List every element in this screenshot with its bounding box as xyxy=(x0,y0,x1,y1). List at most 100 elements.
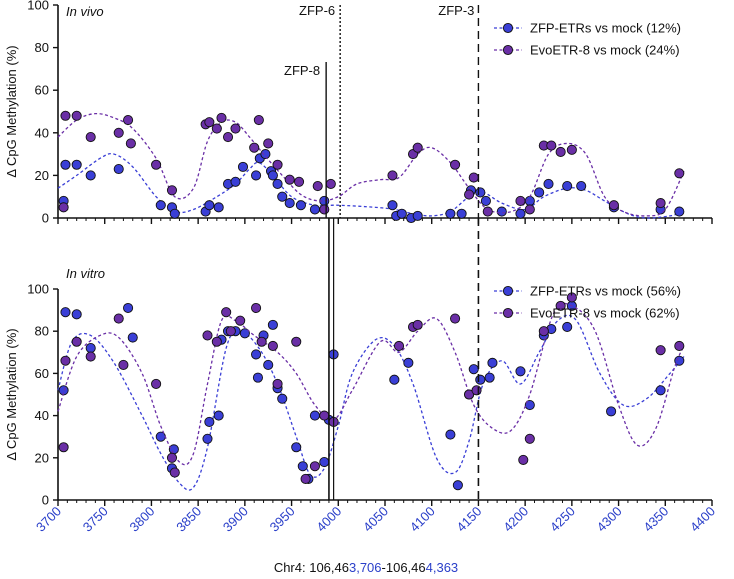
point-evoetr-8 xyxy=(267,340,278,352)
point-zfp-etrs xyxy=(412,210,423,221)
annotation-label: ZFP-6 xyxy=(299,3,335,18)
x-tick-label: 4000 xyxy=(313,504,344,535)
legend-marker xyxy=(502,44,514,56)
y-axis-label: Δ CpG Methylation (%) xyxy=(4,328,19,460)
point-evoetr-8 xyxy=(468,172,479,183)
point-evoetr-8 xyxy=(166,452,178,463)
y-tick-label: 20 xyxy=(35,168,49,183)
point-evoetr-8 xyxy=(518,454,529,465)
point-zfp-etrs xyxy=(113,163,124,175)
x-tick-label: 4250 xyxy=(547,504,578,535)
point-zfp-etrs xyxy=(213,202,224,213)
x-tick-label: 4050 xyxy=(360,504,391,535)
point-evoetr-8 xyxy=(546,140,557,151)
point-zfp-etrs xyxy=(606,406,617,417)
point-zfp-etrs xyxy=(169,208,180,219)
point-zfp-etrs xyxy=(239,328,250,339)
x-tick-label: 3950 xyxy=(267,504,298,535)
point-evoetr-8 xyxy=(169,467,180,478)
point-zfp-etrs xyxy=(272,178,283,189)
point-evoetr-8 xyxy=(216,112,227,123)
legend-entry: ZFP-ETRs vs mock (12%) xyxy=(530,21,681,36)
point-zfp-etrs xyxy=(277,191,288,202)
point-evoetr-8 xyxy=(566,144,577,155)
x-tick-label: 3800 xyxy=(126,504,157,535)
point-evoetr-8 xyxy=(538,326,549,337)
legend-marker xyxy=(502,307,514,319)
point-zfp-etrs xyxy=(452,480,463,491)
point-zfp-etrs xyxy=(445,208,456,219)
y-tick-label: 40 xyxy=(35,408,49,423)
point-zfp-etrs xyxy=(534,187,545,198)
point-evoetr-8 xyxy=(235,315,246,326)
point-evoetr-8 xyxy=(222,132,234,143)
point-evoetr-8 xyxy=(555,146,566,158)
point-evoetr-8 xyxy=(60,355,71,366)
point-evoetr-8 xyxy=(118,359,129,371)
point-evoetr-8 xyxy=(58,202,69,213)
point-zfp-etrs xyxy=(263,359,274,371)
point-zfp-etrs xyxy=(252,372,263,383)
point-zfp-etrs xyxy=(309,410,320,421)
point-evoetr-8 xyxy=(253,114,264,126)
point-zfp-etrs xyxy=(396,208,407,219)
point-zfp-etrs xyxy=(71,309,82,320)
legend-entry: ZFP-ETRs vs mock (56%) xyxy=(530,284,681,299)
point-zfp-etrs xyxy=(524,399,535,411)
point-evoetr-8 xyxy=(256,336,267,347)
point-evoetr-8 xyxy=(291,336,302,347)
x-title-part: Chr4: 106,46 xyxy=(274,560,349,575)
x-tick-label: 3850 xyxy=(173,504,204,535)
panel-in-vitro: 0 20 40 60 80 100 3700 3750 3800 3850 3900 3950 4000… xyxy=(4,266,718,535)
point-evoetr-8 xyxy=(166,185,178,196)
point-zfp-etrs xyxy=(475,374,486,385)
point-zfp-etrs xyxy=(389,374,400,385)
point-zfp-etrs xyxy=(309,204,320,215)
point-zfp-etrs xyxy=(260,149,271,160)
x-title-part: -106,46 xyxy=(382,560,426,575)
point-zfp-etrs xyxy=(456,208,467,219)
point-evoetr-8 xyxy=(151,378,162,390)
series-curve xyxy=(57,153,685,219)
point-evoetr-8 xyxy=(655,345,666,356)
point-evoetr-8 xyxy=(387,170,398,181)
point-evoetr-8 xyxy=(293,176,305,187)
point-evoetr-8 xyxy=(464,189,475,200)
point-zfp-etrs xyxy=(484,372,495,383)
x-tick-label: 4150 xyxy=(453,504,484,535)
series-curve xyxy=(57,302,685,466)
point-evoetr-8 xyxy=(515,195,526,207)
point-zfp-etrs xyxy=(480,195,491,207)
point-zfp-etrs xyxy=(475,187,486,198)
y-tick-label: 0 xyxy=(42,211,49,226)
point-zfp-etrs xyxy=(204,200,215,211)
point-zfp-etrs xyxy=(277,393,288,404)
point-evoetr-8 xyxy=(204,117,215,128)
point-zfp-etrs xyxy=(202,433,213,444)
point-zfp-etrs xyxy=(85,170,96,181)
point-evoetr-8 xyxy=(71,110,82,121)
point-zfp-etrs xyxy=(295,200,306,211)
x-axis-title: Chr4: 106,463,706-106,464,363 xyxy=(274,560,458,575)
point-evoetr-8 xyxy=(300,473,311,484)
legend-entry: EvoETR-8 vs mock (62%) xyxy=(530,306,680,321)
point-zfp-etrs xyxy=(445,429,456,440)
point-zfp-etrs xyxy=(168,444,179,455)
point-evoetr-8 xyxy=(125,138,136,149)
series-curve xyxy=(57,314,685,491)
point-evoetr-8 xyxy=(524,433,535,444)
y-tick-label: 60 xyxy=(35,366,49,381)
point-evoetr-8 xyxy=(85,351,96,362)
x-tick-label: 4200 xyxy=(500,504,531,535)
point-evoetr-8 xyxy=(482,206,493,217)
point-evoetr-8 xyxy=(412,142,423,153)
y-tick-label: 100 xyxy=(27,0,49,13)
point-evoetr-8 xyxy=(412,319,423,330)
annotation-overlay: ZFP-6 ZFP-3 ZFP-8 xyxy=(284,3,480,500)
point-evoetr-8 xyxy=(450,313,461,324)
point-zfp-etrs xyxy=(251,170,262,181)
point-zfp-etrs xyxy=(123,302,134,314)
point-evoetr-8 xyxy=(71,336,82,347)
